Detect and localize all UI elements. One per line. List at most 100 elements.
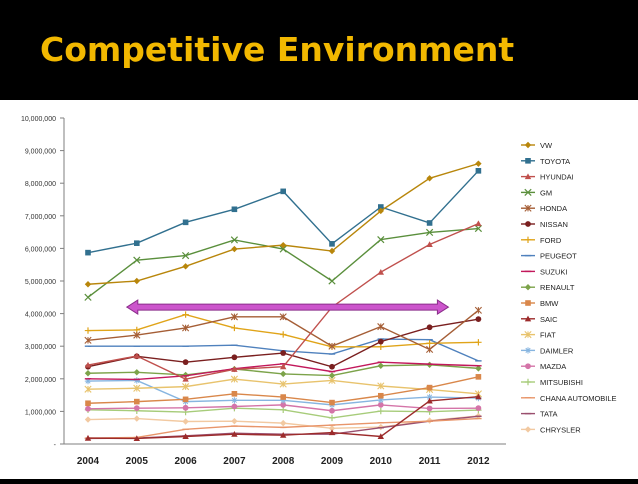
- data-point: [475, 393, 482, 400]
- data-point: [525, 221, 531, 227]
- data-point: [329, 399, 335, 406]
- x-tick-label: 2004: [77, 456, 100, 467]
- data-point: [524, 315, 532, 322]
- data-point: [230, 236, 239, 244]
- legend-label: MITSUBISHI: [540, 378, 583, 387]
- data-point: [279, 380, 287, 388]
- data-point: [133, 377, 140, 384]
- data-point: [328, 429, 336, 436]
- data-point: [85, 405, 91, 412]
- data-point: [84, 281, 92, 288]
- data-point: [84, 336, 92, 344]
- data-point: [378, 204, 384, 210]
- data-point: [475, 374, 482, 380]
- y-tick-label: 4,000,000: [25, 312, 56, 319]
- data-point: [280, 402, 287, 408]
- data-point: [425, 228, 434, 237]
- data-point: [377, 362, 384, 369]
- series-saic: [84, 393, 482, 442]
- data-point: [524, 188, 532, 197]
- y-tick-label: 2,000,000: [25, 377, 56, 384]
- data-point: [426, 220, 433, 226]
- series-honda: [84, 306, 482, 354]
- data-point: [182, 404, 189, 411]
- data-point: [524, 284, 532, 291]
- legend-entry: HONDA: [521, 204, 567, 213]
- data-point: [231, 206, 238, 213]
- data-point: [475, 160, 482, 167]
- y-tick-label: 7,000,000: [25, 214, 56, 221]
- data-point: [426, 340, 433, 347]
- legend-entry: PEUGEOT: [521, 252, 577, 261]
- data-point: [182, 396, 189, 403]
- data-point: [524, 331, 532, 339]
- data-point: [230, 375, 238, 383]
- legend-entry: CHRYSLER: [521, 425, 581, 434]
- y-tick-label: 3,000,000: [25, 344, 56, 351]
- data-point: [84, 434, 92, 441]
- data-point: [377, 402, 384, 408]
- data-point: [475, 339, 482, 346]
- series-bmw: [85, 374, 482, 407]
- data-point: [279, 245, 287, 253]
- data-point: [377, 343, 384, 351]
- data-point: [231, 431, 238, 437]
- series-mazda: [85, 402, 482, 414]
- data-point: [475, 316, 482, 323]
- data-point: [85, 249, 91, 256]
- legend-entry: CHANA AUTOMOBILE: [521, 394, 617, 403]
- data-point: [133, 384, 141, 392]
- data-point: [280, 397, 287, 404]
- x-tick-label: 2011: [419, 456, 441, 467]
- legend-label: VW: [540, 141, 553, 150]
- x-tick-label: 2005: [126, 456, 149, 467]
- data-point: [280, 350, 287, 356]
- data-point: [328, 277, 336, 285]
- data-point: [84, 385, 92, 393]
- data-point: [84, 361, 92, 368]
- legend-label: DAIMLER: [540, 346, 574, 355]
- data-point: [280, 370, 287, 378]
- data-point: [475, 168, 482, 174]
- data-point: [524, 426, 532, 433]
- data-point: [182, 359, 189, 366]
- series-nissan: [85, 316, 482, 370]
- legend-entry: MITSUBISHI: [521, 378, 583, 387]
- data-point: [231, 324, 238, 332]
- legend-label: PEUGEOT: [540, 252, 577, 261]
- slide-title: Competitive Environment: [40, 30, 515, 69]
- legend-entry: BMW: [521, 299, 559, 308]
- data-point: [182, 433, 189, 440]
- data-point: [524, 173, 532, 180]
- data-point: [377, 396, 384, 404]
- y-tick-label: 8,000,000: [25, 181, 56, 188]
- legend-label: TATA: [540, 410, 558, 419]
- data-point: [133, 415, 140, 422]
- data-point: [182, 383, 190, 391]
- legend-label: FORD: [540, 236, 562, 245]
- series-vw: [84, 160, 482, 288]
- data-point: [426, 175, 433, 182]
- x-tick-label: 2012: [467, 456, 490, 467]
- data-point: [280, 394, 286, 400]
- legend-label: CHRYSLER: [540, 425, 581, 434]
- data-point: [524, 141, 532, 149]
- legend-label: SAIC: [540, 315, 558, 324]
- data-point: [377, 235, 385, 244]
- data-point: [133, 435, 140, 442]
- data-point: [84, 370, 92, 377]
- data-point: [378, 392, 384, 399]
- data-point: [524, 347, 532, 354]
- data-point: [231, 366, 238, 372]
- data-point: [231, 417, 238, 425]
- data-point: [377, 338, 384, 345]
- data-point: [280, 431, 287, 438]
- data-point: [84, 416, 92, 423]
- legend-label: MAZDA: [540, 362, 566, 371]
- legend-label: NISSAN: [540, 220, 568, 229]
- legend-entry: FIAT: [521, 331, 556, 340]
- data-point: [525, 300, 531, 306]
- data-point: [84, 293, 92, 301]
- data-point: [328, 414, 336, 422]
- data-point: [475, 365, 482, 372]
